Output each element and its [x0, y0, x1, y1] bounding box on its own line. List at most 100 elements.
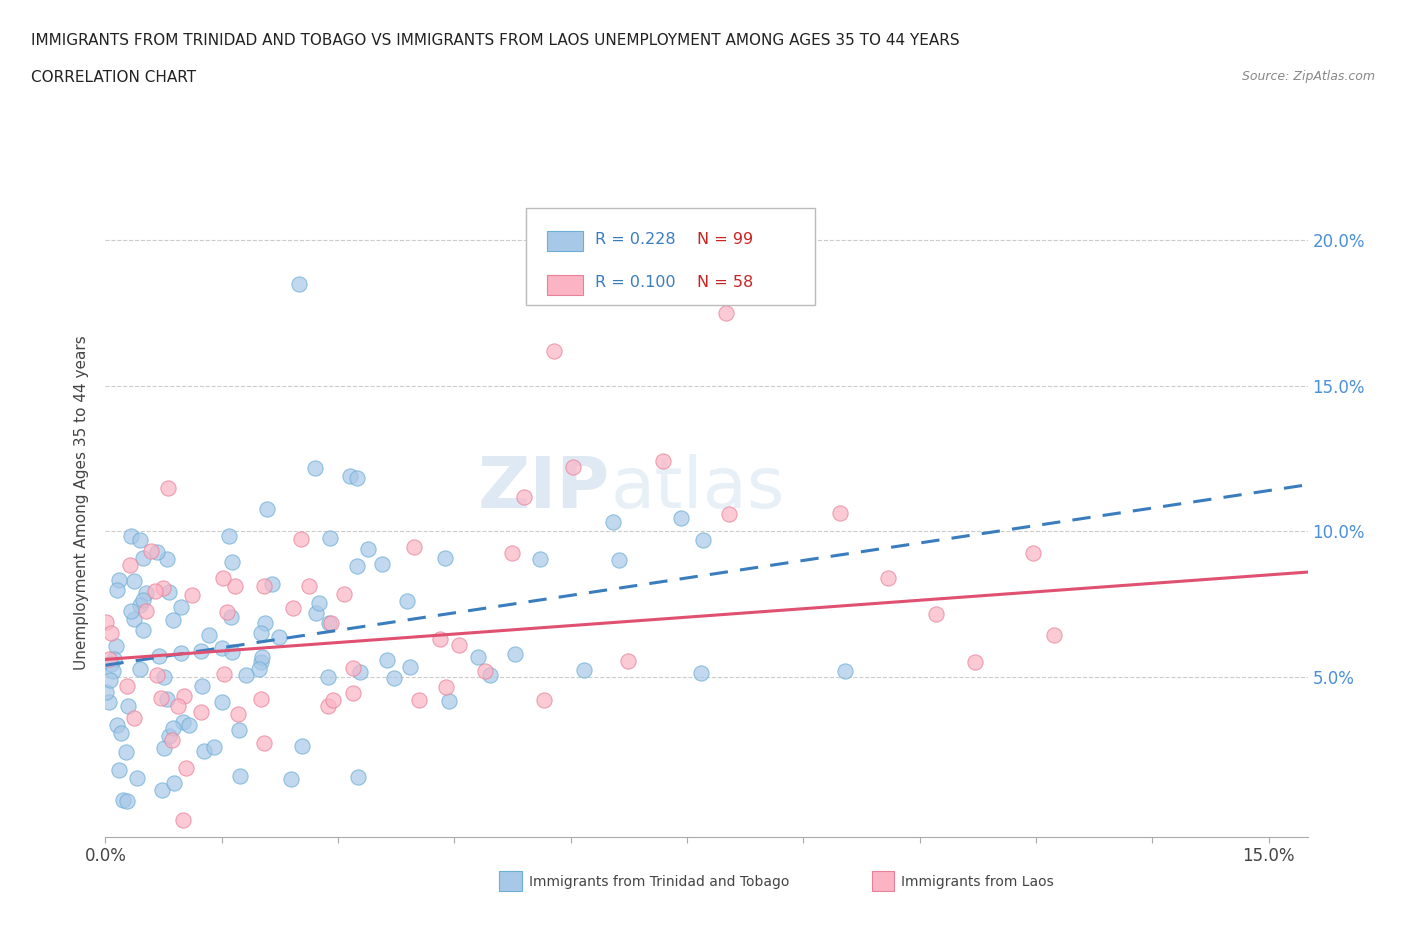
Point — [143, 583, 166, 598]
Point — [162, 733, 184, 748]
Point — [339, 468, 361, 483]
Point — [191, 679, 214, 694]
Point — [181, 588, 204, 603]
Point — [174, 761, 197, 776]
Point — [118, 558, 141, 573]
Point — [128, 598, 150, 613]
Point — [290, 531, 312, 546]
Point — [877, 571, 900, 586]
Point — [447, 638, 470, 653]
Point — [153, 670, 176, 684]
Text: CORRELATION CHART: CORRELATION CHART — [31, 70, 195, 85]
Point — [253, 578, 276, 593]
Point — [103, 663, 125, 678]
Point — [120, 528, 142, 543]
Point — [291, 738, 314, 753]
Point — [131, 551, 153, 565]
Point — [157, 481, 180, 496]
Point — [322, 692, 344, 707]
Point — [718, 506, 741, 521]
Point — [135, 604, 157, 618]
Point — [228, 723, 250, 737]
Text: R = 0.228: R = 0.228 — [595, 232, 675, 246]
Point — [349, 664, 371, 679]
Point — [132, 592, 155, 607]
Point — [267, 630, 290, 644]
Text: N = 58: N = 58 — [697, 275, 754, 290]
Point — [371, 556, 394, 571]
Point — [714, 306, 737, 321]
Point — [342, 660, 364, 675]
Point — [247, 661, 270, 676]
Point — [828, 506, 851, 521]
Text: N = 99: N = 99 — [697, 232, 754, 246]
Point — [280, 771, 302, 786]
Point — [152, 581, 174, 596]
FancyBboxPatch shape — [526, 207, 814, 305]
Point — [467, 649, 489, 664]
Point — [347, 770, 370, 785]
Text: IMMIGRANTS FROM TRINIDAD AND TOBAGO VS IMMIGRANTS FROM LAOS UNEMPLOYMENT AMONG A: IMMIGRANTS FROM TRINIDAD AND TOBAGO VS I… — [31, 33, 959, 47]
Point — [221, 555, 243, 570]
Point — [98, 695, 121, 710]
Point — [173, 689, 195, 704]
Point — [204, 739, 226, 754]
Point — [172, 812, 194, 827]
Point — [318, 616, 340, 631]
Point — [437, 694, 460, 709]
Point — [669, 511, 692, 525]
Point — [256, 501, 278, 516]
Point — [543, 344, 565, 359]
Point — [190, 644, 212, 658]
Point — [408, 693, 430, 708]
FancyBboxPatch shape — [547, 274, 582, 295]
Point — [150, 691, 173, 706]
Point — [179, 717, 201, 732]
Text: ZIP: ZIP — [478, 455, 610, 524]
Point — [433, 551, 456, 565]
Point — [533, 693, 555, 708]
Point — [129, 533, 152, 548]
Point — [96, 684, 118, 699]
Point — [399, 659, 422, 674]
Point — [104, 638, 127, 653]
Point — [395, 593, 418, 608]
Point — [129, 661, 152, 676]
Point — [105, 718, 128, 733]
Point — [117, 679, 139, 694]
Point — [288, 276, 311, 291]
Point — [562, 459, 585, 474]
Point — [100, 626, 122, 641]
Point — [100, 657, 122, 671]
Point — [162, 613, 184, 628]
Point — [110, 725, 132, 740]
Point — [235, 668, 257, 683]
Point — [215, 605, 238, 620]
Point — [501, 546, 523, 561]
Point — [103, 652, 125, 667]
Point — [652, 454, 675, 469]
Point — [98, 672, 121, 687]
Text: Immigrants from Laos: Immigrants from Laos — [901, 874, 1054, 889]
Point — [221, 645, 243, 660]
Point — [122, 711, 145, 725]
Point — [127, 771, 149, 786]
Point — [529, 551, 551, 566]
Point — [690, 665, 713, 680]
FancyBboxPatch shape — [547, 231, 582, 251]
Text: R = 0.100: R = 0.100 — [595, 275, 675, 290]
Point — [124, 574, 146, 589]
Point — [925, 606, 948, 621]
Point — [211, 695, 233, 710]
Point — [252, 650, 274, 665]
Y-axis label: Unemployment Among Ages 35 to 44 years: Unemployment Among Ages 35 to 44 years — [75, 335, 90, 670]
Point — [170, 645, 193, 660]
Point — [304, 460, 326, 475]
Point — [250, 626, 273, 641]
Point — [1042, 628, 1064, 643]
Text: atlas: atlas — [610, 455, 785, 524]
Point — [212, 571, 235, 586]
Point — [111, 793, 134, 808]
Point — [162, 720, 184, 735]
Point — [319, 530, 342, 545]
